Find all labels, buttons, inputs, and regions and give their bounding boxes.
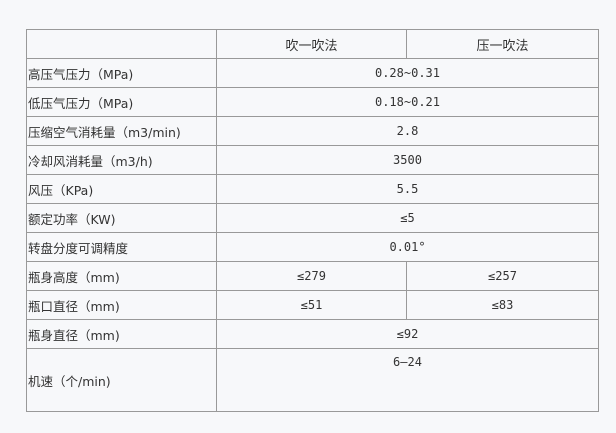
row-label: 冷却风消耗量（m3/h) [26, 145, 217, 175]
row-label: 风压（KPa) [26, 174, 217, 204]
row-value: 0.28~0.31 [216, 58, 599, 88]
row-value: ≤5 [216, 203, 599, 233]
row-value: 3500 [216, 145, 599, 175]
row-label: 瓶身直径（mm) [26, 319, 217, 349]
row-label: 转盘分度可调精度 [26, 232, 217, 262]
row-value-press-blow: ≤257 [406, 261, 599, 291]
table-row: 高压气压力（MPa) 0.28~0.31 [26, 58, 599, 88]
row-value: 0.01° [216, 232, 599, 262]
row-label: 瓶口直径（mm) [26, 290, 217, 320]
spec-table: 吹一吹法 压一吹法 高压气压力（MPa) 0.28~0.31 低压气压力（MPa… [26, 29, 599, 412]
table-header-row: 吹一吹法 压一吹法 [26, 29, 599, 59]
header-press-blow: 压一吹法 [406, 29, 599, 59]
table-row: 瓶口直径（mm) ≤51 ≤83 [26, 290, 599, 320]
row-value: 0.18~0.21 [216, 87, 599, 117]
row-value: 2.8 [216, 116, 599, 146]
table-row: 瓶身直径（mm) ≤92 [26, 319, 599, 349]
row-label: 额定功率（KW) [26, 203, 217, 233]
table-row: 低压气压力（MPa) 0.18~0.21 [26, 87, 599, 117]
row-value-blow-blow: ≤279 [216, 261, 407, 291]
row-label: 压缩空气消耗量（m3/min) [26, 116, 217, 146]
table-row: 额定功率（KW) ≤5 [26, 203, 599, 233]
table-row: 转盘分度可调精度 0.01° [26, 232, 599, 262]
row-value-blow-blow: ≤51 [216, 290, 407, 320]
row-label: 低压气压力（MPa) [26, 87, 217, 117]
table-row: 冷却风消耗量（m3/h) 3500 [26, 145, 599, 175]
table-row: 瓶身高度（mm) ≤279 ≤257 [26, 261, 599, 291]
row-value-press-blow: ≤83 [406, 290, 599, 320]
table-row: 压缩空气消耗量（m3/min) 2.8 [26, 116, 599, 146]
table-row: 风压（KPa) 5.5 [26, 174, 599, 204]
row-label: 机速（个/min) [26, 348, 217, 412]
row-value: ≤92 [216, 319, 599, 349]
row-label: 高压气压力（MPa) [26, 58, 217, 88]
row-value: 5.5 [216, 174, 599, 204]
row-value: 6—24 [216, 348, 599, 412]
table-row: 机速（个/min) 6—24 [26, 348, 599, 412]
header-blow-blow: 吹一吹法 [216, 29, 407, 59]
row-label: 瓶身高度（mm) [26, 261, 217, 291]
header-blank [26, 29, 217, 59]
